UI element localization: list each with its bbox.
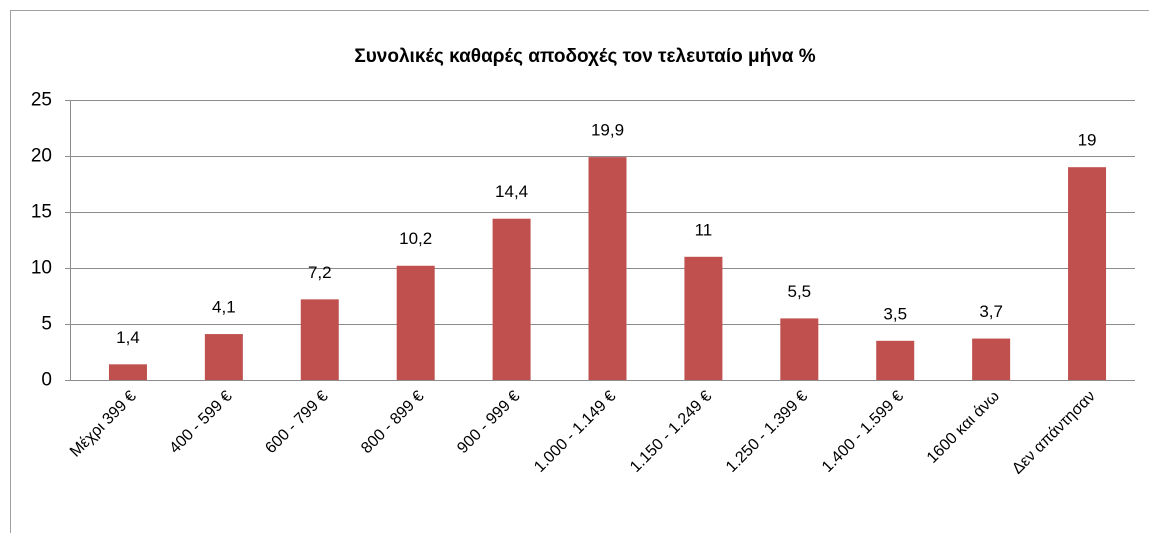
x-tick-label: 800 - 899 € (358, 388, 427, 457)
data-label: 19,9 (591, 121, 624, 140)
data-label: 4,1 (212, 298, 236, 317)
bar (684, 256, 723, 380)
bar (492, 218, 531, 380)
data-label: 11 (695, 220, 713, 239)
data-label: 10,2 (399, 229, 432, 248)
data-label: 14,4 (495, 182, 528, 201)
chart-title: Συνολικές καθαρές αποδοχές τον τελευταίο… (354, 46, 815, 67)
data-label: 3,7 (979, 302, 1003, 321)
x-tick-label: 600 - 799 € (262, 388, 331, 457)
data-label: 19 (1078, 131, 1097, 150)
bar (1068, 167, 1107, 380)
y-tick-label: 25 (31, 90, 52, 111)
bar (972, 338, 1011, 380)
x-tick-label: 400 - 599 € (166, 388, 235, 457)
x-tick-label: Δεν απάντησαν (1009, 388, 1099, 478)
data-label: 7,2 (308, 263, 332, 282)
bar (876, 340, 915, 380)
bar (396, 265, 435, 380)
x-tick-label: 1.000 - 1.149 € (531, 388, 619, 476)
x-tick-label: 1600 και άνω (924, 388, 1003, 467)
bar (300, 299, 339, 380)
bar (108, 364, 147, 380)
x-tick-label: Μέχρι 399 € (67, 388, 140, 461)
y-tick-label: 5 (41, 314, 52, 335)
x-tick-label: 1.250 - 1.399 € (723, 388, 811, 476)
data-label: 3,5 (883, 304, 907, 323)
x-tick-label: 1.400 - 1.599 € (819, 388, 907, 476)
x-tick-label: 900 - 999 € (454, 388, 523, 457)
x-tick-label: 1.150 - 1.249 € (627, 388, 715, 476)
bar (780, 318, 819, 380)
y-tick-label: 0 (41, 370, 52, 391)
y-tick-label: 20 (31, 146, 52, 167)
bar (588, 157, 627, 380)
bar (204, 334, 243, 380)
y-tick-label: 10 (31, 258, 52, 279)
y-tick-label: 15 (31, 202, 52, 223)
data-label: 5,5 (787, 282, 811, 301)
data-label: 1,4 (116, 328, 140, 347)
